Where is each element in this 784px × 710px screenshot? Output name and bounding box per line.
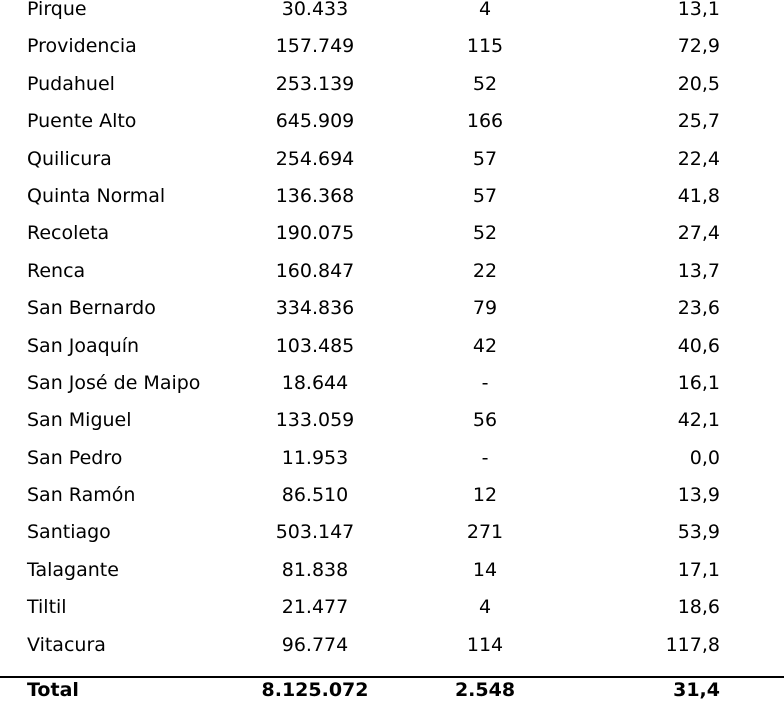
rate-value: 22,4 [677,147,720,170]
commune-name: Quinta Normal [27,184,166,207]
commune-name: Talagante [27,558,119,581]
count-value: 57 [472,147,498,170]
commune-name: Tiltil [27,596,67,619]
rate-value: 0,0 [689,446,720,469]
table-row: Pirque 30.433 4 13,1 [0,0,784,37]
population-value: 30.433 [281,0,349,20]
rate-value: 20,5 [677,72,720,95]
table-row: San Bernardo 334.836 79 23,6 [0,297,784,336]
rate-value: 23,6 [677,297,720,320]
commune-name: Renca [27,259,86,282]
total-row: Total 8.125.072 2.548 31,4 [0,678,784,710]
count-value: 22 [472,259,498,282]
population-value: 334.836 [275,297,355,320]
population-value: 254.694 [275,147,355,170]
population-value: 190.075 [275,222,355,245]
rate-value: 13,1 [677,0,720,20]
count-value: 52 [472,72,498,95]
commune-name: Pirque [27,0,87,20]
table-row: San José de Maipo 18.644 - 16,1 [0,372,784,411]
table-row: Recoleta 190.075 52 27,4 [0,222,784,261]
count-value: 115 [466,35,504,58]
table-row: San Pedro 11.953 - 0,0 [0,447,784,486]
count-value: 114 [466,633,504,656]
population-value: 157.749 [275,35,355,58]
commune-name: San Bernardo [27,297,156,320]
commune-name: Vitacura [27,633,106,656]
population-value: 96.774 [281,633,349,656]
count-value: 52 [472,222,498,245]
rate-value: 27,4 [677,222,720,245]
table-row: Renca 160.847 22 13,7 [0,260,784,299]
commune-name: San Joaquín [27,334,140,357]
table-row: Talagante 81.838 14 17,1 [0,559,784,598]
rate-value: 72,9 [677,35,720,58]
rate-value: 25,7 [677,110,720,133]
rate-value: 13,7 [677,259,720,282]
rate-value: 13,9 [677,484,720,507]
table-row: Quilicura 254.694 57 22,4 [0,148,784,187]
population-value: 136.368 [275,184,355,207]
table-row: Vitacura 96.774 114 117,8 [0,634,784,673]
table-row: San Joaquín 103.485 42 40,6 [0,335,784,374]
population-value: 645.909 [275,110,355,133]
commune-name: Pudahuel [27,72,115,95]
rate-value: 18,6 [677,596,720,619]
population-value: 18.644 [281,371,349,394]
population-value: 503.147 [275,521,355,544]
total-label: Total [27,679,79,701]
total-population: 8.125.072 [261,679,369,701]
population-value: 103.485 [275,334,355,357]
total-count: 2.548 [454,679,516,701]
data-table: Pirque 30.433 4 13,1 Providencia 157.749… [0,0,784,673]
table-row: Providencia 157.749 115 72,9 [0,35,784,74]
count-value: 4 [478,596,492,619]
table-row: San Ramón 86.510 12 13,9 [0,484,784,523]
rate-value: 42,1 [677,409,720,432]
count-value: 271 [466,521,504,544]
total-rate: 31,4 [673,679,720,701]
count-value: 4 [478,0,492,20]
population-value: 81.838 [281,558,349,581]
count-value: 56 [472,409,498,432]
commune-name: Quilicura [27,147,112,170]
population-value: 11.953 [281,446,349,469]
commune-name: San Pedro [27,446,123,469]
total-divider [0,676,784,678]
rate-value: 16,1 [677,371,720,394]
commune-name: San José de Maipo [27,371,201,394]
count-value: 14 [472,558,498,581]
count-value: 79 [472,297,498,320]
rate-value: 40,6 [677,334,720,357]
commune-name: Recoleta [27,222,110,245]
count-value: 12 [472,484,498,507]
population-value: 253.139 [275,72,355,95]
count-value: 166 [466,110,504,133]
rate-value: 17,1 [677,558,720,581]
count-value: - [481,371,489,394]
rate-value: 117,8 [665,633,720,656]
population-value: 133.059 [275,409,355,432]
table-row: San Miguel 133.059 56 42,1 [0,409,784,448]
population-value: 21.477 [281,596,349,619]
table-row: Santiago 503.147 271 53,9 [0,521,784,560]
commune-name: San Ramón [27,484,136,507]
count-value: - [481,446,489,469]
population-value: 86.510 [281,484,349,507]
commune-name: Puente Alto [27,110,137,133]
population-value: 160.847 [275,259,355,282]
table-row: Quinta Normal 136.368 57 41,8 [0,185,784,224]
rate-value: 53,9 [677,521,720,544]
commune-name: San Miguel [27,409,132,432]
count-value: 57 [472,184,498,207]
table-row: Tiltil 21.477 4 18,6 [0,596,784,635]
table-row: Pudahuel 253.139 52 20,5 [0,73,784,112]
commune-name: Santiago [27,521,111,544]
count-value: 42 [472,334,498,357]
rate-value: 41,8 [677,184,720,207]
table-row: Puente Alto 645.909 166 25,7 [0,110,784,149]
commune-name: Providencia [27,35,137,58]
